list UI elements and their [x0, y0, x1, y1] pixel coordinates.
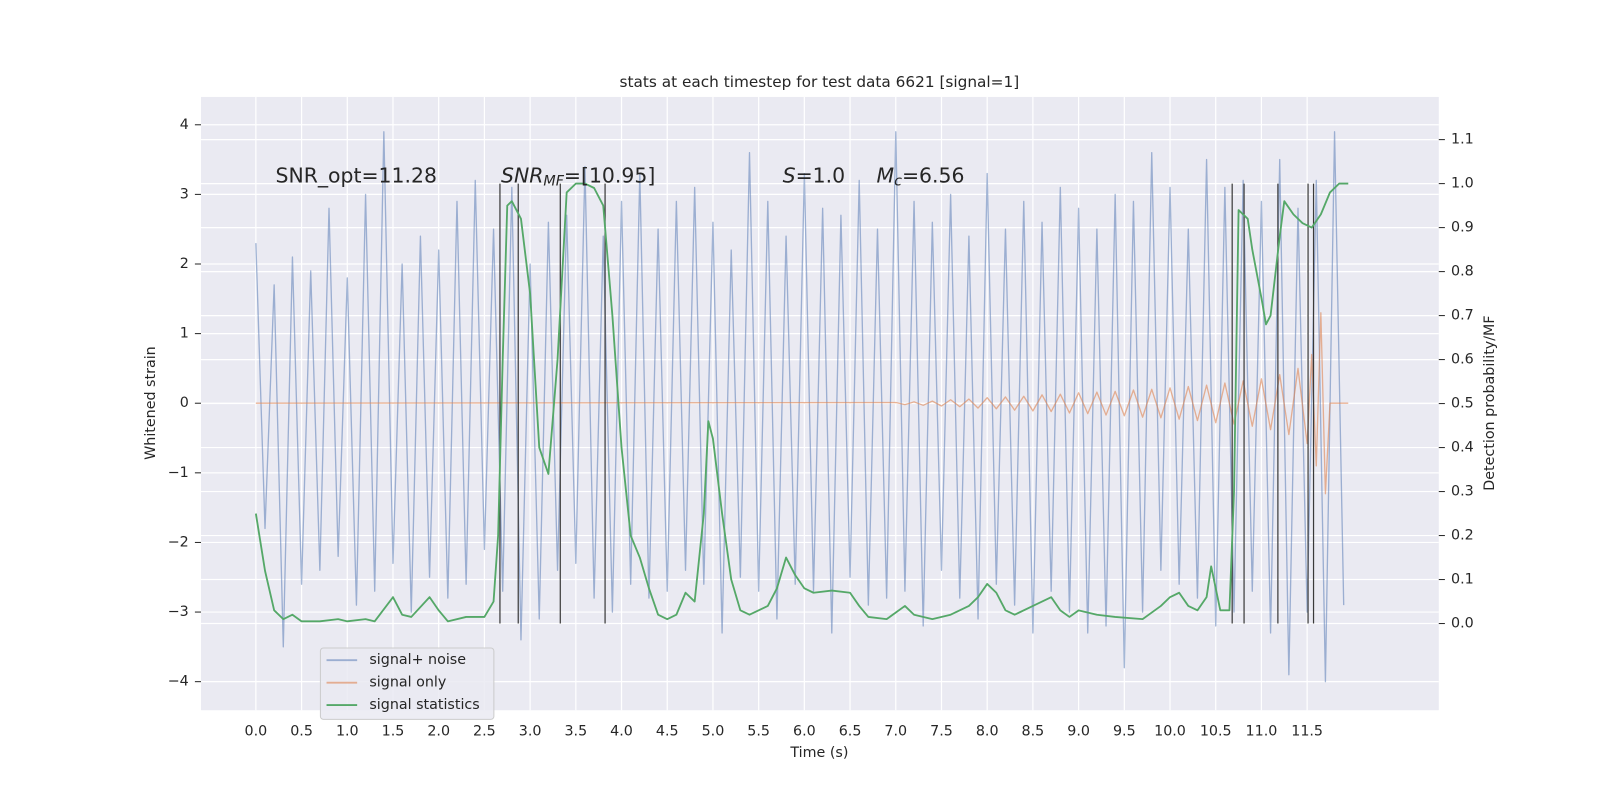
x-tick-label: 2.0 — [427, 724, 450, 740]
y2-tick-label: 1.0 — [1451, 176, 1474, 192]
y-tick-label: −2 — [168, 534, 189, 550]
annotation-symbol: M — [877, 164, 895, 188]
legend-label: signal statistics — [369, 697, 479, 713]
y2-tick-label: 0.7 — [1451, 308, 1474, 324]
x-tick-label: 4.0 — [610, 724, 633, 740]
y2-tick-label: 0.6 — [1451, 352, 1474, 368]
annotation: Mc=6.56 — [877, 164, 965, 190]
y-tick-label: 1 — [180, 326, 189, 342]
x-tick-label: 5.0 — [702, 724, 725, 740]
legend-label: signal only — [369, 675, 446, 691]
annotation-text: SNR_opt=11.28 — [276, 164, 437, 189]
annotation-text: =6.56 — [902, 164, 965, 188]
x-tick-label: 0.5 — [290, 724, 313, 740]
y2-tick-label: 0.4 — [1451, 440, 1474, 456]
y2-tick-label: 1.1 — [1451, 132, 1474, 148]
series-line — [255, 312, 1349, 495]
chart-title: stats at each timestep for test data 662… — [620, 73, 1020, 91]
x-tick-label: 9.5 — [1113, 724, 1136, 740]
y-tick-label: 0 — [180, 395, 189, 411]
annotation-subscript: MF — [543, 174, 564, 190]
series-line — [254, 182, 1349, 623]
y-tick-label: −4 — [168, 674, 189, 690]
y2-tick-label: 0.3 — [1451, 484, 1474, 500]
x-tick-label: 5.5 — [747, 724, 770, 740]
y2-tick-label: 0.0 — [1451, 616, 1474, 632]
x-tick-label: 4.5 — [656, 724, 679, 740]
legend: signal+ noise signal only signal statistic… — [319, 647, 495, 720]
legend-box — [319, 647, 495, 720]
x-tick-label: 1.0 — [336, 724, 359, 740]
annotation-symbol: S — [783, 164, 796, 188]
annotation: SNR_opt=11.28 — [276, 164, 437, 189]
x-axis-label: Time (s) — [789, 745, 848, 761]
x-tick-label: 7.0 — [884, 724, 907, 740]
annotation-symbol: SNR — [501, 164, 543, 188]
x-tick-label: 11.0 — [1246, 724, 1278, 740]
annotation: SNRMF=[10.95] — [501, 164, 655, 190]
x-tick-label: 10.0 — [1154, 724, 1186, 740]
x-tick-label: 7.5 — [930, 724, 953, 740]
legend-label: signal+ noise — [369, 652, 466, 668]
x-tick-label: 6.0 — [793, 724, 816, 740]
y2-tick-label: 0.5 — [1451, 396, 1474, 412]
x-tick-label: 0.0 — [245, 724, 268, 740]
x-tick-label: 3.5 — [564, 724, 587, 740]
x-tick-label: 1.5 — [382, 724, 405, 740]
x-tick-label: 2.5 — [473, 724, 496, 740]
series-line — [255, 131, 1345, 683]
y-tick-label: 2 — [180, 256, 189, 272]
y-tick-label: 4 — [180, 117, 189, 133]
y2-tick-label: 0.2 — [1451, 528, 1474, 544]
annotation-subscript: c — [894, 174, 902, 190]
y2-tick-label: 0.8 — [1451, 264, 1474, 280]
x-tick-label: 8.0 — [976, 724, 999, 740]
x-tick-label: 10.5 — [1200, 724, 1232, 740]
x-tick-label: 6.5 — [839, 724, 862, 740]
y-axis-label: Whitened strain — [143, 346, 159, 460]
x-tick-label: 9.0 — [1067, 724, 1090, 740]
y-tick-label: −3 — [168, 604, 189, 620]
annotation-text: =[10.95] — [564, 164, 655, 188]
y2-tick-label: 0.1 — [1451, 572, 1474, 588]
annotation: S=1.0 — [783, 164, 845, 188]
x-tick-label: 3.0 — [519, 724, 542, 740]
y-tick-label: −1 — [168, 465, 189, 481]
x-tick-label: 8.5 — [1022, 724, 1045, 740]
annotation-text: =1.0 — [796, 164, 846, 188]
y2-axis-label: Detection probability/MF — [1482, 315, 1498, 490]
y2-tick-label: 0.9 — [1451, 220, 1474, 236]
y-tick-label: 3 — [180, 186, 189, 202]
x-tick-label: 11.5 — [1291, 724, 1323, 740]
